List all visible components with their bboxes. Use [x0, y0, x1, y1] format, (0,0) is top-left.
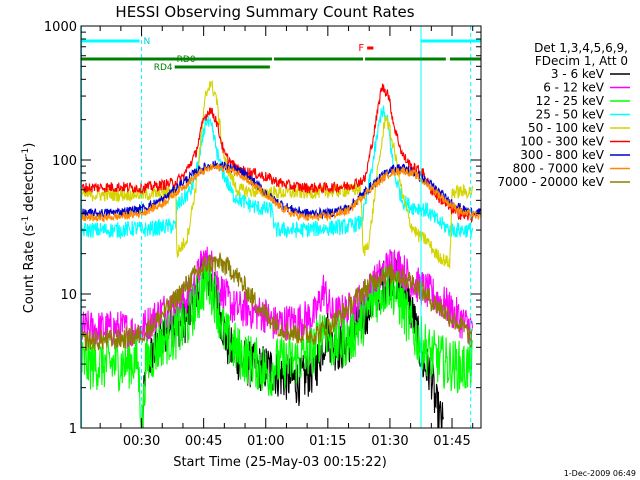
- chart-title: HESSI Observing Summary Count Rates: [115, 3, 414, 21]
- series-line-4: [81, 80, 474, 269]
- x-axis-label: Start Time (25-May-03 00:15:22): [173, 455, 387, 470]
- legend-entry-label-8: 7000 - 20000 keV: [497, 175, 604, 189]
- y-tick-label-0: 1: [69, 422, 77, 437]
- y-axis-label-part1: Count Rate (s: [22, 225, 37, 314]
- night-flag-label: N: [143, 37, 150, 47]
- y-axis-label-sup1: -1: [21, 216, 31, 225]
- plot-timestamp: 1-Dec-2009 06:49: [564, 469, 636, 478]
- y-axis-label-part3: ): [22, 143, 37, 148]
- y-tick-label-3: 1000: [44, 20, 77, 35]
- legend-header-line-1: FDecim 1, Att 0: [535, 54, 628, 68]
- x-tick-label-1: 00:45: [185, 434, 222, 449]
- x-tick-label-4: 01:30: [371, 434, 408, 449]
- legend-entry-label-1: 6 - 12 keV: [543, 81, 605, 95]
- plot-frame: [80, 25, 482, 429]
- x-tick-label-0: 00:30: [123, 434, 160, 449]
- x-tick-label-2: 01:00: [247, 434, 284, 449]
- x-tick-label-5: 01:45: [433, 434, 470, 449]
- series-line-7: [81, 163, 481, 224]
- legend-entry-label-7: 800 - 7000 keV: [513, 162, 605, 176]
- y-tick-label-2: 100: [52, 154, 77, 169]
- y-tick-label-1: 10: [60, 288, 77, 303]
- legend: Det 1,3,4,5,6,9,FDecim 1, Att 03 - 6 keV…: [497, 41, 630, 189]
- series-line-3: [81, 105, 474, 240]
- series-line-5: [81, 83, 474, 224]
- y-axis-label-part2: detector: [22, 156, 37, 216]
- legend-entry-label-3: 25 - 50 keV: [536, 108, 605, 122]
- x-tick-label-3: 01:15: [309, 434, 346, 449]
- legend-entry-label-2: 12 - 25 keV: [536, 94, 605, 108]
- rd0-flag-label: RD0: [177, 55, 196, 65]
- legend-header-line-0: Det 1,3,4,5,6,9,: [534, 41, 628, 55]
- plot-area: N F RD0 RD4 1 10 100 1000 00:30 00:45 01:00 01:15 01…: [44, 20, 482, 449]
- rd4-flag-label: RD4: [154, 63, 173, 73]
- y-axis-label: Count Rate (s-1 detector-1): [21, 143, 37, 314]
- legend-entry-label-6: 300 - 800 keV: [520, 148, 604, 162]
- flare-flag-label: F: [358, 43, 364, 54]
- y-axis-label-sup2: -1: [21, 148, 31, 157]
- series-line-8: [81, 252, 473, 351]
- legend-entry-label-5: 100 - 300 keV: [520, 135, 604, 149]
- legend-entry-label-4: 50 - 100 keV: [528, 121, 605, 135]
- series-line-2: [81, 257, 474, 428]
- legend-entry-label-0: 3 - 6 keV: [551, 67, 605, 81]
